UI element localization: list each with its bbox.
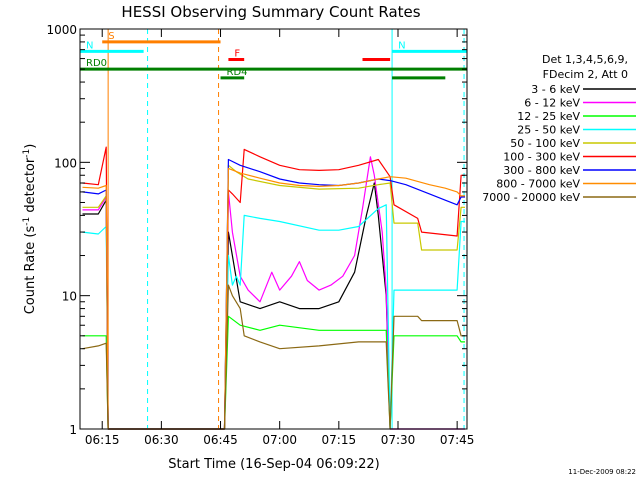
x-axis-label: Start Time (16-Sep-04 06:09:22) xyxy=(168,457,379,472)
x-tick-label-2: 06:30 xyxy=(144,433,179,447)
x-tick-label-7: 07:45 xyxy=(440,433,475,447)
legend-title-line-1: Det 1,3,4,5,6,9, xyxy=(542,53,628,66)
y-axis-label-mid: detector xyxy=(23,157,38,217)
y-tick-label-1: 1 xyxy=(69,423,77,437)
flag-label-2: N xyxy=(86,40,93,51)
legend-entry-5: 50 - 100 keV xyxy=(510,137,580,150)
y-tick-label-2: 10 xyxy=(62,290,77,304)
flag-label-7: RD4 xyxy=(227,67,248,78)
legend-entry-8: 800 - 7000 keV xyxy=(496,178,580,191)
x-tick-label-6: 07:30 xyxy=(381,433,416,447)
x-tick-label-1: 06:15 xyxy=(85,433,120,447)
series-line-3 xyxy=(82,315,465,430)
y-axis-label-sup2: -1 xyxy=(22,149,32,158)
flag-label-6: RD0 xyxy=(86,58,107,69)
y-axis: 1 10 100 1000 xyxy=(46,23,467,437)
y-axis-label: Count Rate (s-1 detector-1) xyxy=(22,144,38,315)
footer-date: 11-Dec-2009 08:22 xyxy=(568,468,636,476)
legend-entry-9: 7000 - 20000 keV xyxy=(482,191,580,204)
y-axis-label-main: Count Rate (s xyxy=(23,226,38,315)
x-tick-label-4: 07:00 xyxy=(262,433,297,447)
chart-title: HESSI Observing Summary Count Rates xyxy=(121,3,420,21)
plot-area: S N N F RD0 RD4 xyxy=(80,29,467,430)
y-axis-label-end: ) xyxy=(23,144,38,149)
series-line-1 xyxy=(82,182,465,430)
plot-frame xyxy=(79,28,468,430)
legend-entry-6: 100 - 300 keV xyxy=(503,151,580,164)
series-line-2 xyxy=(82,156,465,430)
x-tick-label-3: 06:45 xyxy=(203,433,238,447)
y-tick-label-4: 1000 xyxy=(46,23,77,37)
series-line-5 xyxy=(82,164,465,430)
y-axis-label-sup1: -1 xyxy=(22,217,32,226)
series-line-8 xyxy=(82,167,465,430)
legend-entry-4: 25 - 50 keV xyxy=(517,124,580,137)
series-line-7 xyxy=(82,158,465,430)
legend: Det 1,3,4,5,6,9, FDecim 2, Att 0 3 - 6 k… xyxy=(482,53,636,204)
legend-entry-7: 300 - 800 keV xyxy=(503,164,580,177)
legend-entry-3: 12 - 25 keV xyxy=(517,110,580,123)
series-line-6 xyxy=(82,146,465,430)
flag-label-3: N xyxy=(398,40,405,51)
series-line-9 xyxy=(82,284,465,430)
legend-title-line-2: FDecim 2, Att 0 xyxy=(543,68,628,81)
legend-entry-1: 3 - 6 keV xyxy=(531,83,580,96)
flag-label-1: S xyxy=(108,31,114,42)
legend-entry-2: 6 - 12 keV xyxy=(524,97,580,110)
flag-label-4: F xyxy=(234,49,240,60)
x-axis: 06:15 06:30 06:45 07:00 07:15 07:30 07:45 xyxy=(85,29,475,447)
x-tick-label-5: 07:15 xyxy=(322,433,357,447)
y-tick-label-3: 100 xyxy=(54,156,77,170)
